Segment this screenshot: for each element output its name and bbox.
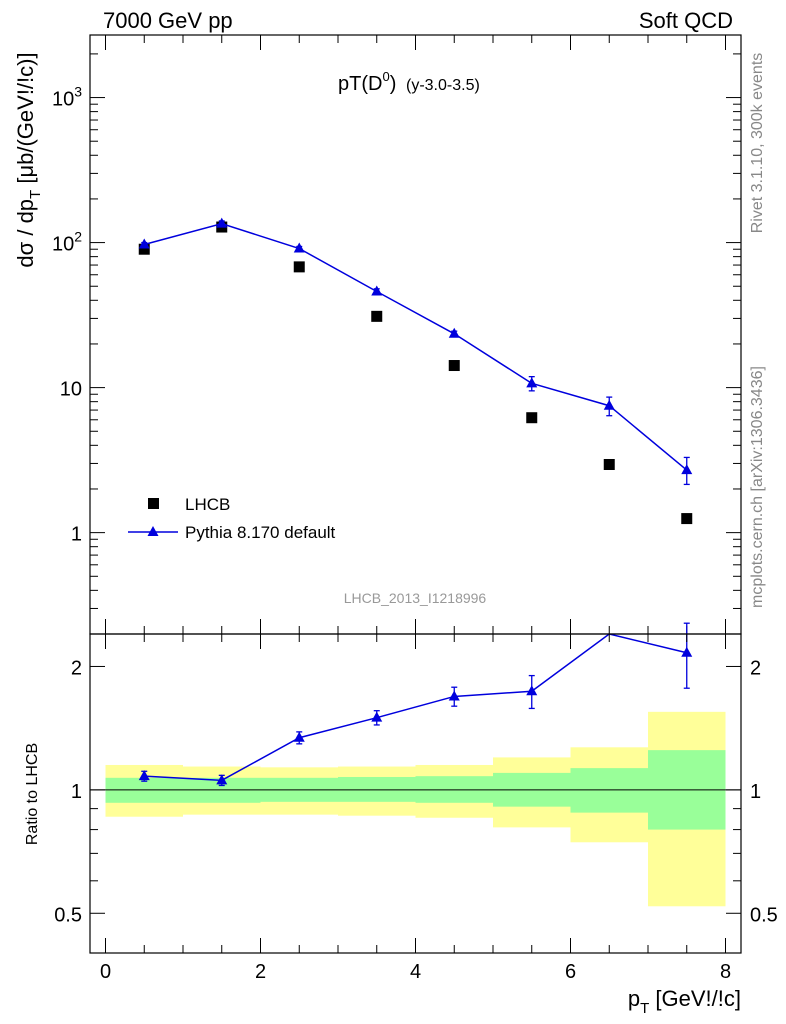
main-y-tick-label: 103 — [52, 84, 82, 111]
main-y-axis-label-tail: [μb/(GeV!/!c)] — [13, 52, 38, 189]
pythia-data-point — [681, 464, 693, 475]
x-tick-labels: 0 2 4 6 8 — [100, 961, 731, 983]
pythia-data-point — [138, 238, 150, 249]
lhcb-data-point — [681, 513, 693, 525]
chart-title-main: pT(D — [338, 73, 382, 95]
analysis-label: LHCB_2013_I1218996 — [344, 590, 487, 606]
ratio-uncertainty-bands — [105, 711, 726, 907]
legend-marker-pythia — [147, 526, 159, 536]
lhcb-data-point — [526, 412, 538, 424]
ratio-data-point — [216, 774, 228, 785]
header-process-label: Soft QCD — [639, 8, 733, 33]
main-y-axis-label: dσ / dpT [μb/(GeV!/!c)] — [13, 52, 44, 267]
ratio-y-tick-label: 1 — [71, 781, 82, 803]
x-tick-label: 2 — [255, 961, 266, 983]
legend-label-lhcb: LHCB — [185, 495, 230, 514]
lhcb-data-point — [603, 458, 615, 470]
ratio-data-point — [526, 685, 538, 696]
ratio-y-tick-labels: 0.5 0.5 1 1 2 2 — [54, 657, 778, 926]
x-axis-label-main: p — [628, 986, 640, 1011]
pythia-line — [144, 222, 688, 471]
ratio-panel: 0.5 0.5 1 1 2 2 0 2 4 6 8 Ratio to LHCB pT [GeV!/… — [24, 622, 778, 1017]
main-y-tick-exp: 3 — [74, 84, 82, 100]
chart-title-sub: (y-3.0-3.5) — [406, 77, 480, 94]
main-y-tick-exp: 2 — [74, 229, 82, 245]
main-y-axis-label-sub: T — [27, 190, 44, 199]
ratio-data-point — [138, 770, 150, 781]
main-y-axis-label-main: dσ / dp — [13, 199, 38, 268]
pythia-data-point — [526, 377, 538, 388]
ratio-y-tick-label: 0.5 — [54, 904, 82, 926]
x-tick-label: 6 — [565, 961, 576, 983]
main-axis-ticks — [90, 35, 741, 635]
ratio-line — [144, 633, 687, 782]
pythia-data-point — [371, 285, 383, 296]
chart-title-close: ) — [390, 73, 397, 95]
pythia-data-point — [603, 399, 615, 410]
legend-marker-lhcb — [148, 498, 159, 509]
header-energy-label: 7000 GeV pp — [103, 8, 233, 33]
main-y-tick-base: 10 — [52, 89, 74, 111]
x-axis-label-sub: T — [640, 1000, 649, 1017]
ratio-data-point — [293, 731, 305, 742]
lhcb-data-point — [371, 310, 383, 322]
chart-title-sup: 0 — [382, 69, 389, 84]
ratio-data-point — [371, 711, 383, 722]
ratio-y-tick-label-right: 2 — [750, 657, 761, 679]
pythia-data-point — [293, 242, 305, 253]
x-axis-label-tail: [GeV!/!c] — [649, 986, 741, 1011]
lhcb-data-point — [448, 360, 460, 372]
main-series — [138, 217, 693, 525]
main-frame — [89, 34, 742, 635]
legend-label-pythia: Pythia 8.170 default — [185, 523, 336, 542]
lhcb-data-point — [138, 243, 150, 255]
ratio-y-tick-label-right: 1 — [750, 781, 761, 803]
chart-title: pT(D0) — [338, 69, 396, 95]
x-tick-label: 4 — [410, 961, 421, 983]
main-y-tick-base: 10 — [52, 234, 74, 256]
legend: LHCB Pythia 8.170 default — [128, 495, 336, 542]
ratio-series — [138, 622, 693, 787]
ratio-frame — [89, 633, 742, 954]
main-y-tick-label: 10 — [60, 379, 82, 401]
lhcb-data-point — [293, 261, 305, 273]
mcplots-label: mcplots.cern.ch [arXiv:1306.3436] — [749, 366, 766, 608]
x-tick-label: 8 — [720, 961, 731, 983]
ratio-axis-ticks — [90, 634, 741, 953]
ratio-y-tick-label-right: 0.5 — [750, 904, 778, 926]
ratio-y-tick-label: 2 — [71, 657, 82, 679]
pythia-data-point — [216, 217, 228, 228]
rivet-label: Rivet 3.1.10, 300k events — [749, 53, 766, 234]
ratio-data-point — [681, 646, 693, 657]
pythia-data-point — [448, 327, 460, 338]
x-axis-label: pT [GeV!/!c] — [628, 986, 741, 1017]
main-y-tick-label: 102 — [52, 229, 82, 256]
ratio-y-axis-label: Ratio to LHCB — [24, 743, 41, 845]
x-tick-label: 0 — [100, 961, 111, 983]
main-y-tick-label: 1 — [71, 524, 82, 546]
ratio-data-point — [448, 690, 460, 701]
